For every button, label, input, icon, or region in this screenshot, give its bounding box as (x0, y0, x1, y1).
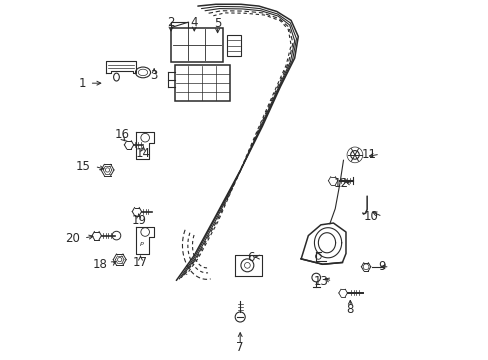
Text: 7: 7 (236, 341, 244, 354)
Text: P: P (140, 148, 143, 153)
Text: 1: 1 (79, 77, 86, 90)
Text: 4: 4 (190, 17, 198, 30)
Text: 15: 15 (76, 160, 91, 173)
Text: 8: 8 (346, 303, 353, 316)
Text: 5: 5 (213, 17, 221, 30)
Text: 14: 14 (136, 147, 151, 160)
Text: 13: 13 (313, 275, 328, 288)
Text: 18: 18 (92, 258, 107, 271)
Text: 3: 3 (150, 69, 158, 82)
Text: 9: 9 (378, 260, 386, 273)
Text: 17: 17 (133, 256, 148, 269)
Text: P: P (140, 242, 143, 247)
Text: 2: 2 (167, 17, 174, 30)
Text: 11: 11 (361, 148, 376, 161)
Text: 19: 19 (131, 214, 146, 227)
Text: 10: 10 (364, 210, 378, 223)
Text: 12: 12 (333, 177, 348, 190)
Text: 6: 6 (246, 251, 254, 264)
Text: 20: 20 (65, 231, 80, 244)
Text: 16: 16 (114, 128, 129, 141)
